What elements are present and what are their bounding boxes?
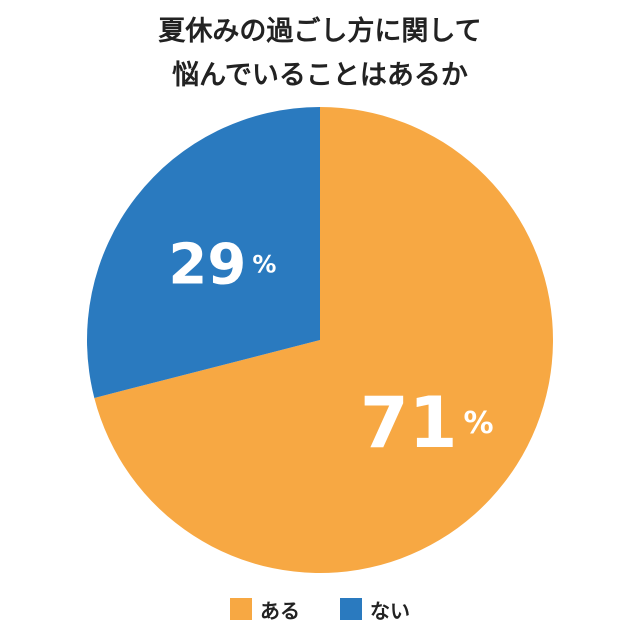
pie-label-unit-nai: % [252, 250, 276, 278]
pie-label-nai: 29% [168, 232, 276, 297]
legend-label-aru: ある [260, 598, 300, 623]
legend-item-nai: ない [340, 595, 410, 624]
legend-item-aru: ある [230, 595, 300, 624]
pie-label-value-nai: 29 [168, 232, 246, 297]
pie-slice-aru [94, 107, 553, 573]
chart-title-line-1: 夏休みの過ごし方に関して [158, 16, 482, 47]
legend: ある ない [0, 595, 640, 624]
pie-slices [86, 107, 553, 573]
pie-label-value-aru: 71 [360, 382, 457, 464]
chart-title-line-2: 悩んでいることはあるか [172, 60, 468, 91]
legend-swatch-aru [230, 598, 252, 620]
pie-slice-nai [86, 107, 320, 398]
chart-title: 夏休みの過ごし方に関して 悩んでいることはあるか [0, 10, 640, 98]
pie-labels: 71 %29% [168, 232, 493, 464]
pie-label-unit-aru: % [463, 405, 493, 440]
legend-swatch-nai [340, 598, 362, 620]
legend-label-nai: ない [370, 598, 410, 623]
pie-label-aru: 71% [360, 382, 493, 464]
